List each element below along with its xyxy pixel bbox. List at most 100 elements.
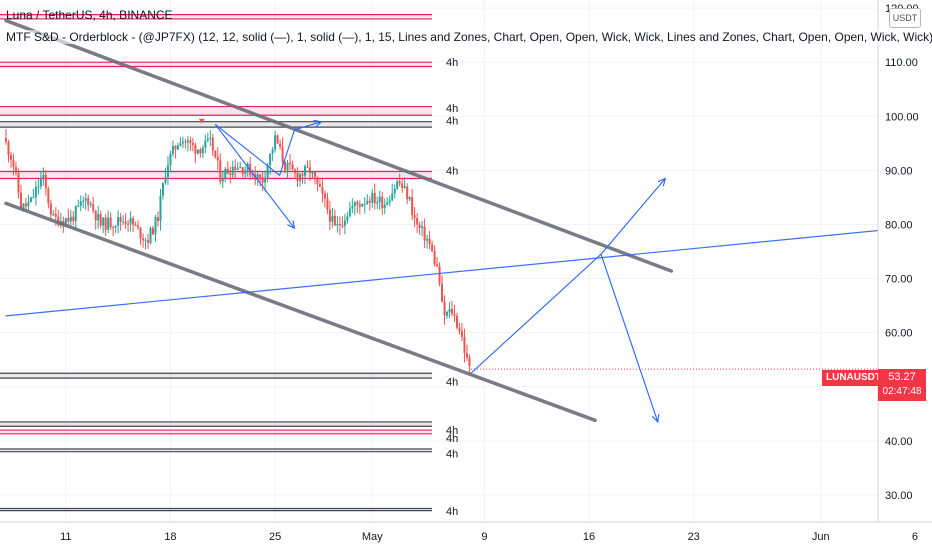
price-axis-bg <box>878 0 932 550</box>
candle-body <box>99 214 102 226</box>
currency-button[interactable]: USDT <box>889 8 921 28</box>
candle-body <box>9 155 12 160</box>
last-price-tag: 53.27 02:47:48 <box>878 369 926 401</box>
candle-body <box>458 327 461 332</box>
candle-body <box>304 166 306 176</box>
candle-body <box>413 215 416 218</box>
zone-label: 4h <box>446 425 458 437</box>
pattern-arrow-1-head <box>287 220 296 230</box>
candle-body <box>331 215 334 222</box>
candle-body <box>348 208 351 217</box>
candle-body <box>184 141 187 143</box>
y-tick-label: 110.00 <box>885 57 918 69</box>
trendline-blue-rising-line <box>5 228 897 317</box>
candle-body <box>326 198 329 210</box>
candle-body <box>189 140 192 143</box>
candle-body <box>29 197 32 203</box>
candle-body <box>428 238 431 245</box>
zone-label: 4h <box>446 376 458 388</box>
candle-body <box>159 195 162 222</box>
candle-body <box>279 143 282 147</box>
candle-body <box>94 210 97 221</box>
candle-body <box>271 149 274 154</box>
candle-body <box>244 170 247 174</box>
zone-label: 4h <box>446 57 458 69</box>
last-price-value: 53.27 <box>888 371 916 383</box>
candle-body <box>416 217 419 225</box>
candle-body <box>224 168 227 179</box>
candle-body <box>418 224 421 229</box>
candle-body <box>79 201 82 206</box>
candle-body <box>186 140 189 143</box>
candle-body <box>194 144 197 154</box>
y-tick-label: 70.00 <box>885 274 913 286</box>
candle-body <box>107 217 110 230</box>
candle-body <box>44 174 47 189</box>
candle-body <box>209 137 212 139</box>
candle-body <box>363 203 366 205</box>
candle-body <box>341 225 344 227</box>
candle-body <box>328 209 331 222</box>
candle-body <box>154 217 157 235</box>
candle-body <box>142 238 145 241</box>
y-tick-label: 90.00 <box>885 165 913 177</box>
candle-body <box>97 214 100 221</box>
candle-body <box>204 140 207 148</box>
trendline-upper-channel <box>4 18 674 273</box>
symbol-title[interactable]: Luna / TetherUS, 4h, BINANCE <box>6 8 173 22</box>
candle-body <box>7 142 10 156</box>
indicator-legend[interactable]: MTF S&D - Orderblock - (@JP7FX) (12, 12,… <box>6 30 932 44</box>
candle-body <box>323 193 326 199</box>
candle-body <box>371 193 374 203</box>
candle-body <box>286 162 289 171</box>
candle-body <box>361 203 364 207</box>
candle-body <box>47 188 50 204</box>
candle-body <box>67 218 70 222</box>
candle-body <box>391 193 394 201</box>
candle-body <box>201 147 204 154</box>
candle-body <box>124 221 127 224</box>
candle-body <box>64 218 67 225</box>
candle-body <box>137 225 140 228</box>
y-tick-label: 40.00 <box>885 436 913 448</box>
candle-body <box>239 167 242 169</box>
candle-body <box>169 153 172 166</box>
candle-body <box>453 313 456 316</box>
candle-body <box>19 192 22 209</box>
zone-label: 4h <box>446 448 458 460</box>
candle-body <box>373 193 376 204</box>
candle-body <box>383 204 386 209</box>
candle-body <box>411 197 414 216</box>
candle-body <box>455 315 458 328</box>
zone-box <box>0 430 432 434</box>
x-tick-label: Jun <box>812 531 830 543</box>
candle-body <box>69 216 72 222</box>
zone-box <box>0 448 432 452</box>
candle-body <box>433 250 436 265</box>
candlestick-series <box>5 129 471 376</box>
candle-body <box>346 216 349 221</box>
candle-body <box>431 244 434 251</box>
candle-body <box>426 238 429 241</box>
candle-body <box>276 135 279 144</box>
candle-body <box>119 217 122 222</box>
candle-body <box>291 164 294 170</box>
zone-label: 4h <box>446 506 458 518</box>
candle-body <box>149 228 152 243</box>
candle-body <box>221 178 224 182</box>
candle-body <box>251 174 254 176</box>
zone-box <box>0 14 432 19</box>
candle-body <box>401 183 404 188</box>
zone-label: 4h <box>446 165 458 177</box>
candle-body <box>353 202 356 207</box>
y-tick-label: 80.00 <box>885 219 913 231</box>
candle-body <box>199 149 202 154</box>
candle-body <box>376 202 379 204</box>
zone-box <box>0 421 432 427</box>
projection-arrow-down-head <box>651 413 660 424</box>
candle-body <box>231 166 234 176</box>
candle-body <box>39 177 42 187</box>
candle-body <box>343 220 346 226</box>
pattern-arrow-2-head <box>313 119 323 128</box>
